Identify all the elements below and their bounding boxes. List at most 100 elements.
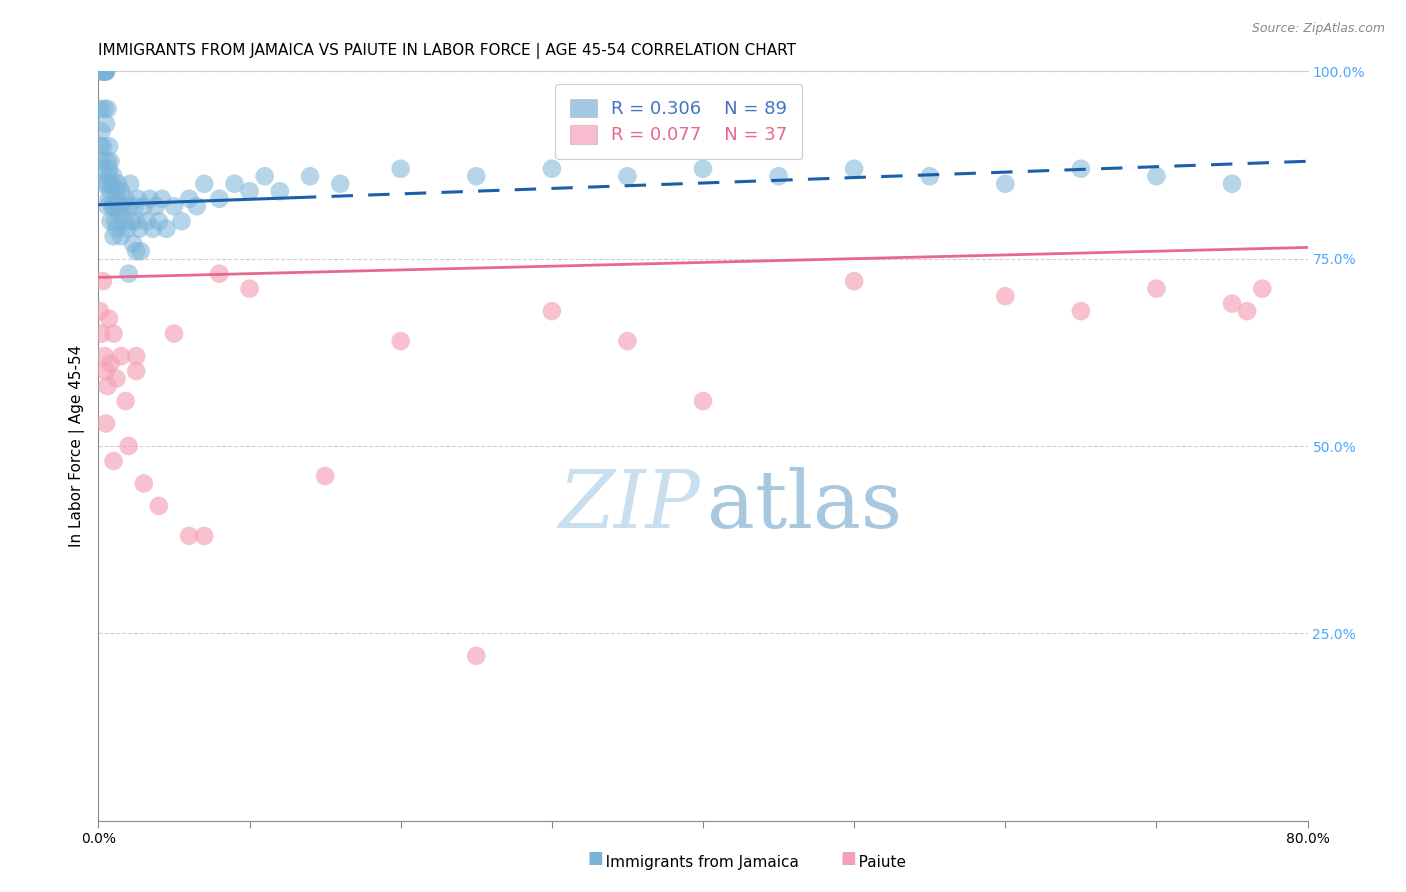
Point	[170, 214, 193, 228]
Point	[105, 192, 128, 206]
Y-axis label: In Labor Force | Age 45-54: In Labor Force | Age 45-54	[69, 345, 84, 547]
Point	[918, 169, 941, 184]
Point	[98, 139, 121, 153]
Point	[100, 357, 122, 371]
Point	[163, 326, 186, 341]
Point	[107, 199, 129, 213]
Point	[129, 244, 152, 259]
Point	[103, 229, 125, 244]
Point	[844, 161, 866, 176]
Point	[139, 192, 162, 206]
Point	[94, 117, 117, 131]
Point	[616, 334, 638, 348]
Point	[616, 169, 638, 184]
Point	[96, 199, 118, 213]
Point	[91, 274, 114, 288]
Point	[91, 139, 114, 153]
Point	[269, 184, 291, 198]
Point	[108, 207, 131, 221]
Point	[239, 282, 262, 296]
Text: ■: ■	[841, 849, 856, 867]
Point	[155, 221, 177, 235]
Point	[103, 454, 125, 468]
Point	[111, 199, 134, 213]
Point	[98, 192, 121, 206]
Point	[91, 64, 114, 78]
Point	[389, 161, 412, 176]
Point	[94, 64, 117, 78]
Point	[844, 274, 866, 288]
Point	[253, 169, 276, 184]
Point	[148, 214, 170, 228]
Point	[104, 184, 127, 198]
Point	[110, 229, 132, 244]
Point	[128, 221, 150, 235]
Point	[193, 177, 215, 191]
Point	[163, 199, 186, 213]
Point	[91, 64, 114, 78]
Point	[100, 184, 122, 198]
Point	[104, 214, 127, 228]
Point	[114, 192, 136, 206]
Point	[96, 379, 118, 393]
Point	[110, 349, 132, 363]
Text: Paiute: Paiute	[844, 855, 905, 870]
Point	[98, 161, 121, 176]
Point	[179, 529, 201, 543]
Point	[1236, 304, 1258, 318]
Point	[314, 469, 336, 483]
Point	[145, 199, 167, 213]
Point	[465, 648, 488, 663]
Point	[121, 214, 143, 228]
Point	[101, 177, 124, 191]
Point	[179, 192, 201, 206]
Point	[1220, 177, 1243, 191]
Point	[100, 214, 122, 228]
Point	[89, 304, 111, 318]
Point	[125, 349, 148, 363]
Point	[132, 199, 155, 213]
Point	[1251, 282, 1274, 296]
Point	[103, 326, 125, 341]
Point	[124, 199, 146, 213]
Point	[112, 214, 135, 228]
Point	[465, 169, 488, 184]
Text: ZIP: ZIP	[558, 467, 699, 545]
Point	[89, 139, 111, 153]
Point	[193, 529, 215, 543]
Point	[90, 154, 112, 169]
Point	[118, 439, 141, 453]
Point	[1144, 169, 1167, 184]
Point	[692, 394, 714, 409]
Text: atlas: atlas	[707, 467, 901, 545]
Point	[93, 102, 115, 116]
Point	[105, 221, 128, 235]
Point	[93, 64, 115, 78]
Point	[125, 214, 148, 228]
Point	[329, 177, 352, 191]
Point	[96, 102, 118, 116]
Point	[120, 177, 142, 191]
Point	[103, 199, 125, 213]
Point	[98, 169, 121, 184]
Point	[103, 169, 125, 184]
Point	[1070, 161, 1092, 176]
Point	[150, 192, 173, 206]
Point	[125, 244, 148, 259]
Point	[93, 64, 115, 78]
Point	[125, 364, 148, 378]
Legend: R = 0.306    N = 89, R = 0.077    N = 37: R = 0.306 N = 89, R = 0.077 N = 37	[555, 84, 803, 159]
Point	[540, 161, 562, 176]
Point	[90, 64, 112, 78]
Text: ■: ■	[588, 849, 603, 867]
Point	[389, 334, 412, 348]
Point	[1070, 304, 1092, 318]
Point	[115, 221, 138, 235]
Point	[90, 326, 112, 341]
Point	[148, 499, 170, 513]
Point	[114, 394, 136, 409]
Point	[93, 349, 115, 363]
Text: Immigrants from Jamaica: Immigrants from Jamaica	[591, 855, 799, 870]
Point	[94, 417, 117, 431]
Point	[994, 177, 1017, 191]
